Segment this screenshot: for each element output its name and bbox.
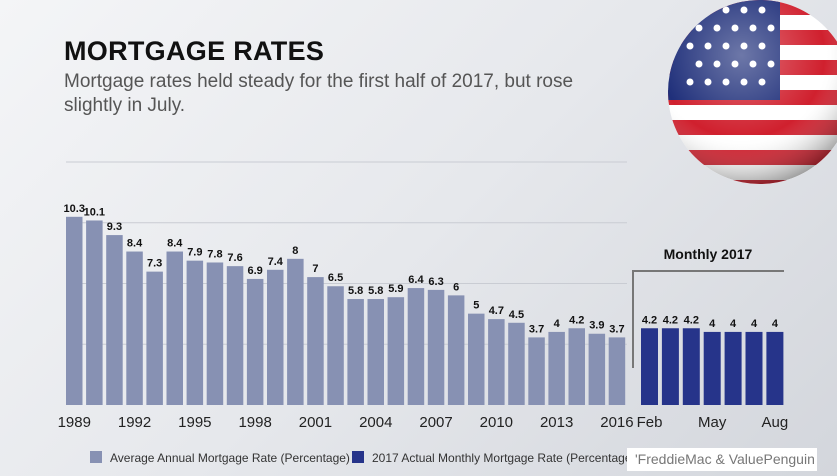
annual-data-label: 7.9 — [187, 247, 202, 259]
annual-bar-2000 — [287, 258, 304, 405]
annual-bar-2001 — [307, 277, 324, 405]
annual-bar-2006 — [407, 288, 425, 405]
annual-bar-1997 — [226, 266, 244, 405]
annual-data-label: 6.9 — [248, 265, 263, 277]
monthly-data-label: 4 — [751, 318, 758, 330]
annual-data-label: 3.7 — [529, 323, 544, 335]
annual-data-label: 6.5 — [328, 272, 343, 284]
annual-tick-label: 1998 — [238, 414, 271, 431]
annual-bar-2016 — [608, 337, 626, 405]
annual-tick-label: 2013 — [540, 414, 573, 431]
annual-data-label: 5.9 — [388, 283, 403, 295]
monthly-data-label: 4 — [772, 318, 779, 330]
annual-bar-1989 — [66, 216, 83, 405]
monthly-bracket — [632, 270, 784, 368]
annual-bar-2002 — [327, 286, 344, 405]
annual-bar-1995 — [186, 260, 204, 405]
page-subtitle: Mortgage rates held steady for the first… — [64, 71, 574, 116]
annual-bar-2005 — [387, 297, 405, 405]
annual-tick-label: 2007 — [419, 414, 452, 431]
annual-data-label: 8.4 — [127, 238, 143, 250]
annual-tick-label: 2004 — [359, 414, 392, 431]
annual-bar-2012 — [528, 337, 545, 405]
annual-bar-2007 — [427, 289, 445, 405]
annual-data-label: 4 — [554, 318, 561, 330]
annual-bar-2009 — [468, 313, 485, 405]
annual-data-label: 4.2 — [569, 314, 584, 326]
annual-tick-label: 2001 — [299, 414, 332, 431]
legend: Average Annual Mortgage Rate (Percentage… — [90, 451, 635, 465]
monthly-data-label: 4.2 — [684, 314, 699, 326]
annual-bar-1993 — [146, 271, 163, 405]
annual-bar-1994 — [166, 251, 183, 405]
monthly-bar-Jul — [745, 331, 763, 405]
annual-bar-2010 — [488, 319, 505, 405]
annual-data-label: 9.3 — [107, 221, 122, 233]
annual-tick-label: 2016 — [600, 414, 633, 431]
annual-bar-2011 — [508, 322, 525, 405]
annual-data-label: 4.5 — [509, 309, 524, 321]
annual-data-label: 5 — [473, 300, 479, 312]
annual-bar-1999 — [267, 269, 284, 405]
annual-tick-label: 2010 — [480, 414, 513, 431]
legend-swatch-annual — [90, 451, 102, 463]
monthly-data-label: 4.2 — [663, 314, 678, 326]
annual-data-label: 5.8 — [348, 285, 363, 297]
annual-data-label: 6.4 — [408, 274, 424, 286]
annual-data-label: 10.3 — [64, 203, 85, 215]
us-flag-sphere-icon — [668, 0, 837, 184]
monthly-bar-Mar — [661, 328, 679, 405]
annual-data-label: 7.3 — [147, 258, 162, 270]
source-note: 'FreddieMac & ValuePenguin — [627, 448, 817, 471]
annual-tick-label: 1992 — [118, 414, 151, 431]
monthly-data-label: 4 — [709, 318, 716, 330]
annual-bar-1998 — [246, 278, 264, 405]
annual-data-label: 3.7 — [609, 323, 624, 335]
annual-tick-label: 1995 — [178, 414, 211, 431]
annual-data-label: 7.4 — [268, 256, 284, 268]
annual-data-label: 7 — [312, 263, 318, 275]
annual-bar-2015 — [588, 333, 606, 405]
annual-data-label: 10.1 — [84, 206, 105, 218]
monthly-bar-Apr — [682, 328, 700, 405]
annual-bar-2013 — [548, 331, 565, 405]
monthly-bar-May — [703, 331, 721, 405]
page-title: MORTGAGE RATES — [64, 36, 325, 66]
monthly-title: Monthly 2017 — [664, 246, 753, 262]
annual-bar-2004 — [367, 299, 384, 405]
annual-bar-1996 — [206, 262, 224, 405]
annual-data-label: 7.6 — [227, 252, 242, 264]
annual-data-label: 6.3 — [428, 276, 443, 288]
legend-swatch-monthly — [352, 451, 364, 463]
monthly-tick-label: Feb — [637, 414, 663, 431]
monthly-tick-label: Aug — [762, 414, 789, 431]
monthly-data-label: 4 — [730, 318, 737, 330]
legend-label-monthly: 2017 Actual Monthly Mortgage Rate (Perce… — [372, 451, 635, 465]
annual-bar-1991 — [106, 235, 123, 405]
annual-tick-label: 1989 — [58, 414, 91, 431]
annual-bar-1990 — [86, 220, 103, 405]
monthly-bar-Feb — [641, 328, 658, 405]
annual-bar-1992 — [126, 251, 143, 405]
annual-data-label: 6 — [453, 281, 459, 293]
annual-data-label: 5.8 — [368, 285, 383, 297]
annual-bar-2014 — [568, 328, 585, 405]
legend-label-annual: Average Annual Mortgage Rate (Percentage… — [110, 451, 350, 465]
annual-data-label: 7.8 — [207, 248, 222, 260]
monthly-data-label: 4.2 — [642, 314, 657, 326]
annual-data-label: 8.4 — [167, 238, 183, 250]
annual-bar-2008 — [447, 295, 465, 405]
annual-data-label: 3.9 — [589, 320, 604, 332]
monthly-tick-label: May — [698, 414, 727, 431]
annual-data-label: 4.7 — [489, 305, 504, 317]
annual-data-label: 8 — [292, 245, 298, 257]
monthly-bar-Aug — [766, 331, 784, 405]
monthly-bar-Jun — [724, 331, 742, 405]
annual-bar-2003 — [347, 299, 364, 405]
